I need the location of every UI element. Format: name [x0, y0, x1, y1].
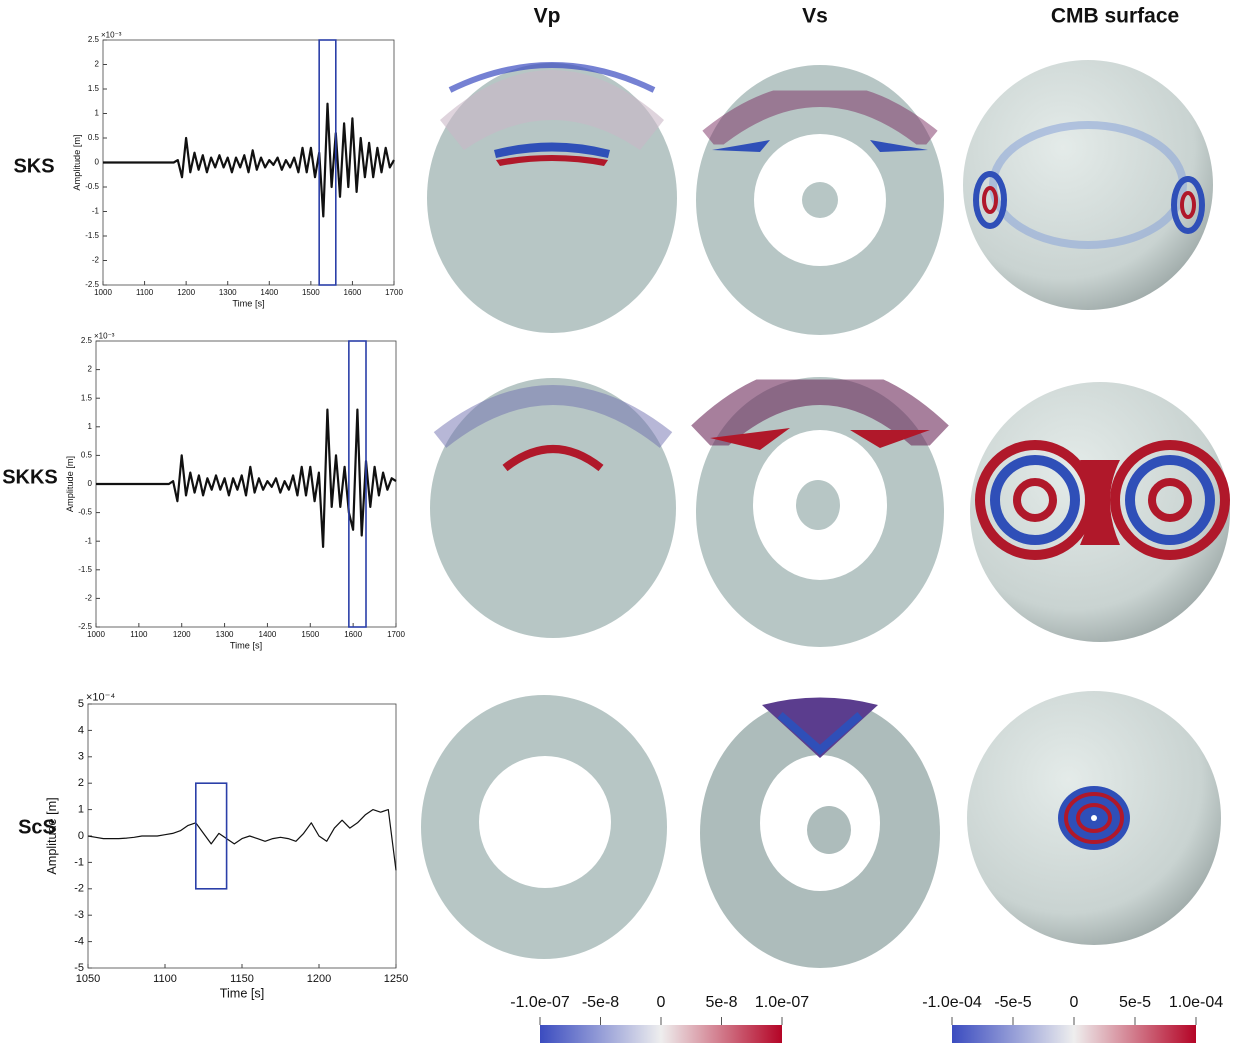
axis-exponent: ×10⁻³: [94, 331, 115, 340]
y-tick-label: -1: [92, 207, 100, 216]
colorbar-tick-label: -1.0e-07: [510, 994, 570, 1011]
y-tick-label: 0.5: [81, 451, 93, 460]
y-tick-label: -1.5: [78, 565, 92, 574]
x-axis-label: Time [s]: [220, 987, 264, 1001]
x-tick-label: 1200: [173, 630, 191, 639]
x-axis-label: Time [s]: [230, 641, 262, 651]
axis-exponent: ×10⁻⁴: [86, 691, 115, 703]
x-tick-label: 1500: [301, 630, 319, 639]
vs-snapshot: [691, 365, 949, 647]
waveform: [103, 102, 395, 218]
colorbar-tick-label: 1.0e-04: [1169, 994, 1223, 1011]
y-axis-label: Amplitude [m]: [72, 134, 82, 190]
row-label: ScS: [18, 816, 56, 838]
colorbar-tick-label: 5e-8: [705, 994, 737, 1011]
y-tick-label: -1.5: [85, 231, 99, 240]
colorbar-tick-label: -1.0e-04: [922, 994, 982, 1011]
vp-snapshot: [427, 62, 677, 333]
y-tick-label: -2.5: [78, 622, 92, 631]
y-tick-label: -4: [74, 936, 84, 948]
waveform: [87, 809, 397, 871]
x-axis-label: Time [s]: [232, 299, 264, 309]
x-tick-label: 1400: [259, 630, 277, 639]
x-tick-label: 1100: [136, 288, 154, 297]
y-tick-label: -2.5: [85, 280, 99, 289]
waveform: [96, 408, 397, 548]
colorbar: [540, 1025, 782, 1043]
x-tick-label: 1100: [130, 630, 148, 639]
x-tick-label: 1300: [216, 630, 234, 639]
y-tick-label: -2: [85, 594, 93, 603]
row-label: SKKS: [2, 466, 58, 488]
y-tick-label: 0.5: [88, 133, 100, 142]
vp-snapshot: [421, 695, 667, 959]
column-header: Vp: [534, 5, 561, 28]
row-label: SKS: [13, 155, 54, 177]
x-tick-label: 1200: [177, 288, 195, 297]
y-tick-label: -0.5: [85, 182, 99, 191]
column-header: CMB surface: [1051, 5, 1179, 28]
cmb-surface: [970, 382, 1230, 642]
y-axis-label: Amplitude [m]: [45, 797, 59, 874]
y-tick-label: 1: [88, 422, 93, 431]
y-tick-label: -2: [74, 883, 84, 895]
x-tick-label: 1200: [307, 973, 331, 985]
x-tick-label: 1150: [230, 973, 254, 985]
x-tick-label: 1400: [260, 288, 278, 297]
cmb-surface: [967, 691, 1221, 945]
vs-snapshot: [696, 65, 944, 335]
y-tick-label: 1: [78, 804, 84, 816]
y-tick-label: 1.5: [81, 393, 93, 402]
vs-snapshot: [700, 697, 940, 968]
y-tick-label: -2: [92, 256, 100, 265]
y-tick-label: 0: [95, 158, 100, 167]
y-tick-label: 5: [78, 698, 84, 710]
axes-box: [87, 703, 397, 969]
time-window: [195, 782, 228, 890]
x-tick-label: 1600: [344, 288, 362, 297]
x-tick-label: 1050: [76, 973, 100, 985]
y-tick-label: 0: [78, 830, 84, 842]
y-tick-label: 2: [88, 365, 93, 374]
y-tick-label: 2.5: [81, 336, 93, 345]
y-tick-label: 2: [78, 777, 84, 789]
column-header: Vs: [802, 5, 828, 28]
y-tick-label: 1.5: [88, 84, 100, 93]
y-tick-label: 1: [95, 109, 100, 118]
colorbar-tick-label: 0: [657, 994, 666, 1011]
x-tick-label: 1500: [302, 288, 320, 297]
x-tick-label: 1700: [387, 630, 405, 639]
y-tick-label: 0: [88, 479, 93, 488]
y-axis-label: Amplitude [m]: [65, 456, 75, 512]
y-tick-label: -1: [74, 856, 84, 868]
x-tick-label: 1700: [385, 288, 403, 297]
vp-snapshot: [430, 378, 676, 638]
y-tick-label: -1: [85, 536, 93, 545]
y-tick-label: -3: [74, 909, 84, 921]
x-tick-label: 1600: [344, 630, 362, 639]
x-tick-label: 1250: [384, 973, 408, 985]
colorbar-tick-label: 0: [1070, 994, 1079, 1011]
x-tick-label: 1000: [94, 288, 112, 297]
y-tick-label: -5: [74, 962, 84, 974]
y-tick-label: 4: [78, 724, 84, 736]
y-tick-label: -0.5: [78, 508, 92, 517]
y-tick-label: 3: [78, 751, 84, 763]
colorbar-tick-label: -5e-5: [994, 994, 1031, 1011]
colorbar-tick-label: 5e-5: [1119, 994, 1151, 1011]
axis-exponent: ×10⁻³: [101, 30, 122, 39]
y-tick-label: 2: [95, 60, 100, 69]
time-window: [348, 340, 367, 628]
x-tick-label: 1000: [87, 630, 105, 639]
x-tick-label: 1100: [153, 973, 177, 985]
y-tick-label: 2.5: [88, 35, 100, 44]
colorbar-tick-label: -5e-8: [582, 994, 619, 1011]
colorbar: [952, 1025, 1196, 1043]
cmb-surface: [963, 60, 1213, 310]
time-window: [318, 39, 337, 286]
colorbar-tick-label: 1.0e-07: [755, 994, 809, 1011]
x-tick-label: 1300: [219, 288, 237, 297]
